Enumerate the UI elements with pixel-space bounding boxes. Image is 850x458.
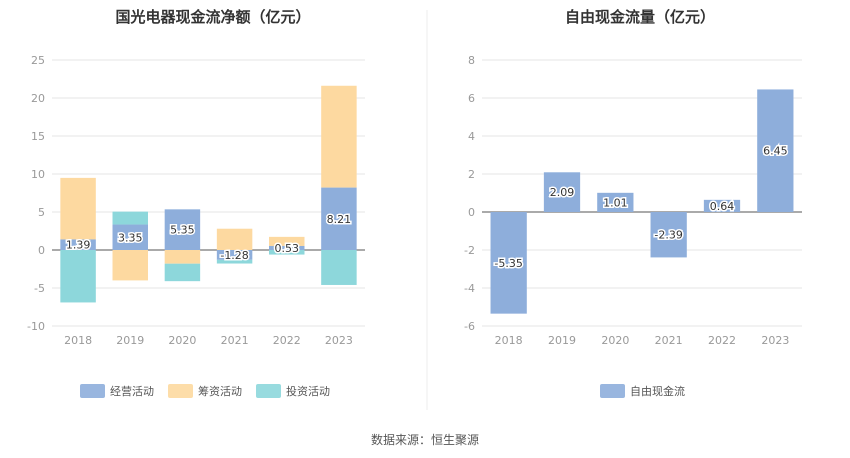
data-label: 3.35 xyxy=(118,231,143,244)
bar xyxy=(703,199,741,212)
y-tick-label: 4 xyxy=(468,130,475,143)
y-tick-label: 0 xyxy=(38,244,45,257)
data-label: -2.39 xyxy=(654,229,682,242)
bar xyxy=(216,250,253,260)
legend-swatch xyxy=(80,384,105,398)
legend-label: 投资活动 xyxy=(286,384,330,398)
free-cashflow-chart: -6 -4 -2 0 2 4 6 8 2018 2019 2020 2021 2022 2023 -5.35… xyxy=(464,54,802,398)
chart2-title: 自由现金流量（亿元） xyxy=(565,8,715,26)
bar xyxy=(112,224,148,250)
data-label: -1.28 xyxy=(220,249,248,262)
bar xyxy=(164,209,201,250)
legend-label: 筹资活动 xyxy=(198,384,242,398)
bar xyxy=(60,239,96,250)
y-tick-label: 15 xyxy=(31,130,45,143)
x-tick-label: 2022 xyxy=(273,334,301,347)
y-tick-label: 10 xyxy=(31,168,45,181)
bar xyxy=(216,228,253,250)
bar xyxy=(490,212,527,314)
bar xyxy=(543,172,581,212)
x-tick-label: 2022 xyxy=(708,334,736,347)
bar xyxy=(112,211,148,225)
y-tick-label: 6 xyxy=(468,92,475,105)
x-tick-label: 2019 xyxy=(548,334,576,347)
bar xyxy=(164,263,201,282)
x-tick-label: 2021 xyxy=(221,334,249,347)
y-tick-label: -10 xyxy=(27,320,45,333)
y-tick-label: 0 xyxy=(468,206,475,219)
data-label: -5.35 xyxy=(494,257,522,270)
source-note: 数据来源：恒生聚源 xyxy=(371,432,479,447)
y-tick-label: -4 xyxy=(464,282,475,295)
data-label: 2.09 xyxy=(550,186,575,199)
x-tick-label: 2023 xyxy=(761,334,789,347)
bar xyxy=(269,250,305,255)
y-tick-label: 2 xyxy=(468,168,475,181)
x-tick-label: 2020 xyxy=(168,334,196,347)
legend-label: 自由现金流 xyxy=(630,384,685,398)
data-label: 5.35 xyxy=(170,224,195,237)
bar xyxy=(321,187,357,250)
y-tick-label: -2 xyxy=(464,244,475,257)
bar xyxy=(216,259,253,264)
legend-swatch xyxy=(168,384,193,398)
x-tick-label: 2019 xyxy=(116,334,144,347)
bar xyxy=(321,250,357,285)
y-tick-label: 5 xyxy=(38,206,45,219)
bar xyxy=(112,250,148,281)
data-label: 0.53 xyxy=(275,242,300,255)
y-tick-label: 25 xyxy=(31,54,45,67)
x-tick-label: 2018 xyxy=(64,334,92,347)
bar xyxy=(269,236,305,246)
bar xyxy=(597,192,634,212)
data-label: 6.45 xyxy=(763,145,788,158)
y-tick-label: 8 xyxy=(468,54,475,67)
y-tick-label: -5 xyxy=(34,282,45,295)
y-tick-label: -6 xyxy=(464,320,475,333)
x-tick-label: 2021 xyxy=(655,334,683,347)
data-label: 8.21 xyxy=(327,213,352,226)
legend-label: 经营活动 xyxy=(110,384,154,398)
bar xyxy=(757,89,794,212)
x-tick-label: 2018 xyxy=(495,334,523,347)
data-label: 1.39 xyxy=(66,239,91,252)
bar xyxy=(164,250,201,264)
bar xyxy=(650,212,687,258)
bar xyxy=(60,250,96,303)
bar xyxy=(269,245,305,250)
bar xyxy=(321,85,357,188)
bar xyxy=(60,177,96,240)
cashflow-net-chart: -10 -5 0 5 10 15 20 25 2018 2019 2020 2021 2022 2023 1… xyxy=(27,54,365,398)
x-tick-label: 2020 xyxy=(601,334,629,347)
x-tick-label: 2023 xyxy=(325,334,353,347)
data-label: 0.64 xyxy=(710,200,735,213)
legend-swatch xyxy=(256,384,281,398)
chart1-title: 国光电器现金流净额（亿元） xyxy=(115,8,310,26)
y-tick-label: 20 xyxy=(31,92,45,105)
data-label: 1.01 xyxy=(603,196,628,209)
legend-swatch xyxy=(600,384,625,398)
